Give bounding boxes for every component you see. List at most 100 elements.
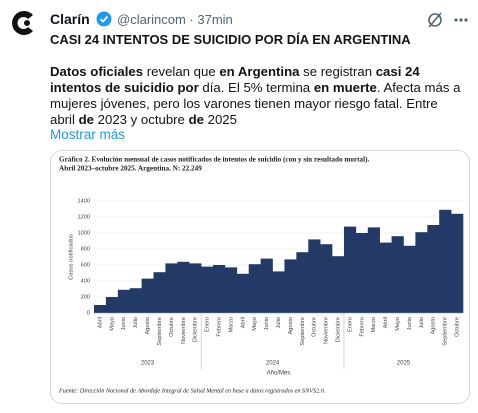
y-tick-label: 0: [87, 310, 90, 316]
more-icon[interactable]: [454, 18, 468, 22]
bar: [236, 273, 250, 313]
x-tick-label: Septiembre: [300, 317, 306, 346]
x-tick-label: Octubre: [169, 317, 175, 337]
x-tick-label: Enero: [205, 317, 211, 332]
x-axis-label: Año/Mes: [267, 371, 291, 377]
tweet-text: Datos oficiales revelan que en Argentina…: [50, 64, 462, 128]
bar: [213, 265, 226, 313]
bar: [129, 288, 142, 313]
x-tick-label: Noviembre: [324, 317, 330, 344]
verified-badge: [96, 11, 112, 27]
y-tick-label: 1400: [78, 198, 90, 204]
x-tick-label: Abril: [97, 317, 103, 328]
y-axis-label: Casos notificados: [69, 234, 75, 280]
chart: Gráfico 2. Evolución mensual de casos no…: [51, 151, 469, 403]
bar: [367, 227, 380, 313]
x-tick-label: Diciembre: [193, 317, 199, 342]
bar: [379, 242, 392, 313]
bar: [94, 305, 107, 313]
text: 2025: [203, 112, 237, 127]
x-tick-label: Julio: [133, 317, 139, 329]
y-tick-label: 800: [81, 246, 90, 252]
text: día. El 5% termina: [198, 80, 314, 95]
x-tick-label: Julio: [276, 317, 282, 329]
bar: [391, 236, 404, 313]
bold-text: de: [78, 112, 94, 127]
bar: [332, 256, 345, 313]
x-tick-label: Febrero: [216, 317, 222, 337]
x-tick-label: Agosto: [431, 317, 437, 334]
bar: [415, 232, 428, 313]
bar: [320, 244, 333, 313]
bar: [260, 258, 273, 313]
x-tick-label: Marzo: [371, 317, 377, 333]
y-tick-label: 200: [81, 294, 90, 300]
bar: [403, 245, 416, 313]
x-tick-label: Noviembre: [181, 317, 187, 344]
chart-subtitle: Abril 2023–octubre 2025. Argentina. N: 2…: [59, 165, 202, 173]
bar: [451, 213, 464, 313]
bold-text: casi 24 intentos de suicidio por: [50, 64, 420, 95]
author-handle[interactable]: @clarincom · 37min: [117, 12, 233, 27]
x-tick-label: Mayo: [109, 317, 115, 331]
x-tick-label: Junio: [407, 317, 413, 330]
text: . Afecta más a mujeres jóvenes, pero los…: [50, 80, 461, 127]
bar: [189, 263, 202, 313]
x-tick-label: Septiembre: [157, 317, 163, 346]
x-tick-label: Mayo: [395, 317, 401, 331]
tweet-headline: CASI 24 INTENTOS DE SUICIDIO POR DÍA EN …: [50, 32, 411, 47]
bar: [355, 233, 369, 313]
bold-text: Datos oficiales: [50, 64, 144, 79]
show-more-link[interactable]: Mostrar más: [50, 127, 126, 142]
bar: [296, 252, 309, 313]
bar: [105, 297, 119, 313]
x-tick-label: Marzo: [228, 317, 234, 333]
year-label: 2024: [266, 361, 280, 367]
bar: [308, 239, 321, 313]
tweet-actions: [428, 12, 468, 28]
year-label: 2025: [397, 361, 411, 367]
bar: [427, 225, 440, 313]
x-tick-label: Enero: [347, 317, 353, 332]
bold-text: en muerte: [313, 80, 377, 95]
bar: [248, 264, 261, 313]
y-tick-label: 1200: [78, 214, 90, 220]
year-label: 2023: [141, 361, 155, 367]
avatar[interactable]: [6, 6, 40, 40]
x-tick-label: Diciembre: [336, 317, 342, 342]
author-name[interactable]: Clarín: [50, 11, 90, 27]
grok-icon[interactable]: [428, 12, 442, 28]
bar: [272, 271, 285, 313]
bar: [141, 278, 154, 313]
y-tick-label: 600: [81, 262, 90, 268]
bar: [165, 263, 178, 313]
y-tick-label: 1000: [78, 230, 90, 236]
x-tick-label: Junio: [264, 317, 270, 330]
y-tick-label: 400: [81, 278, 90, 284]
bold-text: en Argentina: [219, 64, 300, 79]
bar: [117, 289, 131, 313]
chart-source: Fuente: Dirección Nacional de Abordaje I…: [58, 387, 325, 394]
text: 2023 y octubre: [93, 112, 189, 127]
x-tick-label: Abril: [383, 317, 389, 328]
media-card[interactable]: Gráfico 2. Evolución mensual de casos no…: [50, 150, 470, 404]
x-tick-label: Octubre: [312, 317, 318, 337]
x-tick-label: Junio: [121, 317, 127, 330]
x-tick-label: Septiembre: [443, 317, 449, 346]
bar: [284, 259, 297, 313]
x-tick-label: Mayo: [252, 317, 258, 331]
x-tick-label: Abril: [240, 317, 246, 328]
bar: [153, 272, 166, 313]
bar: [201, 266, 214, 313]
bar: [177, 261, 190, 313]
x-tick-label: Octubre: [455, 317, 461, 337]
text: revelan que: [143, 64, 220, 79]
bold-text: de: [188, 112, 204, 127]
chart-title: Gráfico 2. Evolución mensual de casos no…: [59, 156, 370, 164]
x-tick-label: Agosto: [145, 317, 151, 334]
text: se registran: [299, 64, 376, 79]
x-tick-label: Julio: [419, 317, 425, 329]
x-tick-label: Febrero: [359, 317, 365, 337]
bar: [224, 267, 238, 313]
